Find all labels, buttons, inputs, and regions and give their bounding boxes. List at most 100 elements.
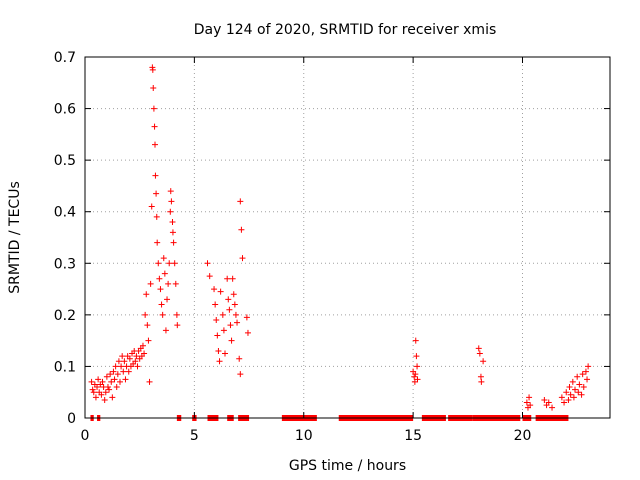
data-point <box>229 275 236 282</box>
data-point <box>231 301 238 308</box>
data-point <box>144 322 151 329</box>
data-point <box>225 296 232 303</box>
data-point <box>119 353 126 360</box>
data-point <box>170 239 177 246</box>
data-point <box>563 389 570 396</box>
data-point <box>141 350 148 357</box>
data-point <box>132 358 139 365</box>
data-point <box>89 386 96 393</box>
data-point <box>217 288 224 295</box>
data-point <box>122 376 129 383</box>
data-point <box>112 363 119 370</box>
data-point <box>167 208 174 215</box>
data-point <box>579 371 586 378</box>
y-tick-label: 0.4 <box>54 205 76 221</box>
data-point <box>153 213 160 220</box>
y-tick-label: 0.1 <box>54 359 76 375</box>
data-point <box>114 371 121 378</box>
data-point <box>121 358 128 365</box>
data-point <box>227 322 234 329</box>
y-tick-label: 0 <box>67 411 76 427</box>
data-point <box>125 368 132 375</box>
data-point <box>166 260 173 267</box>
data-point <box>146 378 153 385</box>
data-point <box>576 381 583 388</box>
data-point <box>115 358 122 365</box>
data-point <box>133 353 140 360</box>
data-point <box>94 384 101 391</box>
data-point <box>109 394 116 401</box>
x-tick-label: 10 <box>295 428 313 444</box>
data-point <box>149 66 156 73</box>
data-point <box>104 384 111 391</box>
data-point <box>142 311 149 318</box>
data-point <box>167 188 174 195</box>
data-point <box>174 322 181 329</box>
y-tick-label: 0.5 <box>54 153 76 169</box>
data-point <box>566 384 573 391</box>
data-point <box>110 368 117 375</box>
data-point <box>204 260 211 267</box>
data-point <box>150 105 157 112</box>
data-point <box>527 402 534 409</box>
data-point <box>157 286 164 293</box>
data-point <box>224 275 231 282</box>
data-point <box>113 384 120 391</box>
data-point <box>585 363 592 370</box>
data-point <box>160 255 167 262</box>
data-point <box>414 363 421 370</box>
data-point <box>222 350 228 357</box>
data-point <box>414 376 421 383</box>
data-point <box>232 311 239 318</box>
data-point <box>92 394 99 401</box>
data-point <box>90 389 97 396</box>
data-point <box>139 342 146 349</box>
data-point <box>143 291 150 298</box>
data-point <box>99 378 106 385</box>
data-point <box>145 337 152 344</box>
data-point <box>159 311 166 318</box>
data-point <box>206 273 213 280</box>
data-point <box>574 373 581 380</box>
data-point <box>475 345 482 352</box>
data-point <box>526 394 533 401</box>
data-point <box>549 404 556 411</box>
axis-ticks <box>84 56 610 419</box>
data-point <box>569 378 576 385</box>
data-point <box>162 327 169 334</box>
data-point <box>173 311 180 318</box>
chart-title: Day 124 of 2020, SRMTID for receiver xmi… <box>194 22 497 38</box>
data-point <box>88 378 95 385</box>
data-point <box>220 327 227 334</box>
data-point <box>151 123 158 130</box>
data-point <box>230 291 237 298</box>
data-point <box>412 337 419 344</box>
data-point <box>106 386 113 393</box>
data-point <box>523 399 530 406</box>
data-point <box>154 239 161 246</box>
data-point <box>108 378 115 385</box>
y-tick-label: 0.7 <box>54 50 76 66</box>
x-tick-label: 5 <box>190 428 199 444</box>
x-tick-label: 15 <box>404 428 422 444</box>
data-point <box>172 280 179 287</box>
data-point <box>153 190 160 197</box>
data-point <box>572 386 578 393</box>
grid-lines <box>85 57 610 418</box>
data-point <box>234 319 241 326</box>
data-point <box>164 296 171 303</box>
data-point <box>580 384 587 391</box>
data-point <box>171 260 178 267</box>
data-point <box>243 314 250 321</box>
data-point <box>226 306 233 313</box>
y-tick-label: 0.6 <box>54 102 76 118</box>
data-point <box>214 332 221 339</box>
data-point <box>98 391 105 398</box>
data-point <box>103 373 110 380</box>
data-point <box>541 396 548 403</box>
data-point <box>411 378 418 385</box>
data-point <box>244 329 251 336</box>
data-point <box>238 226 245 233</box>
